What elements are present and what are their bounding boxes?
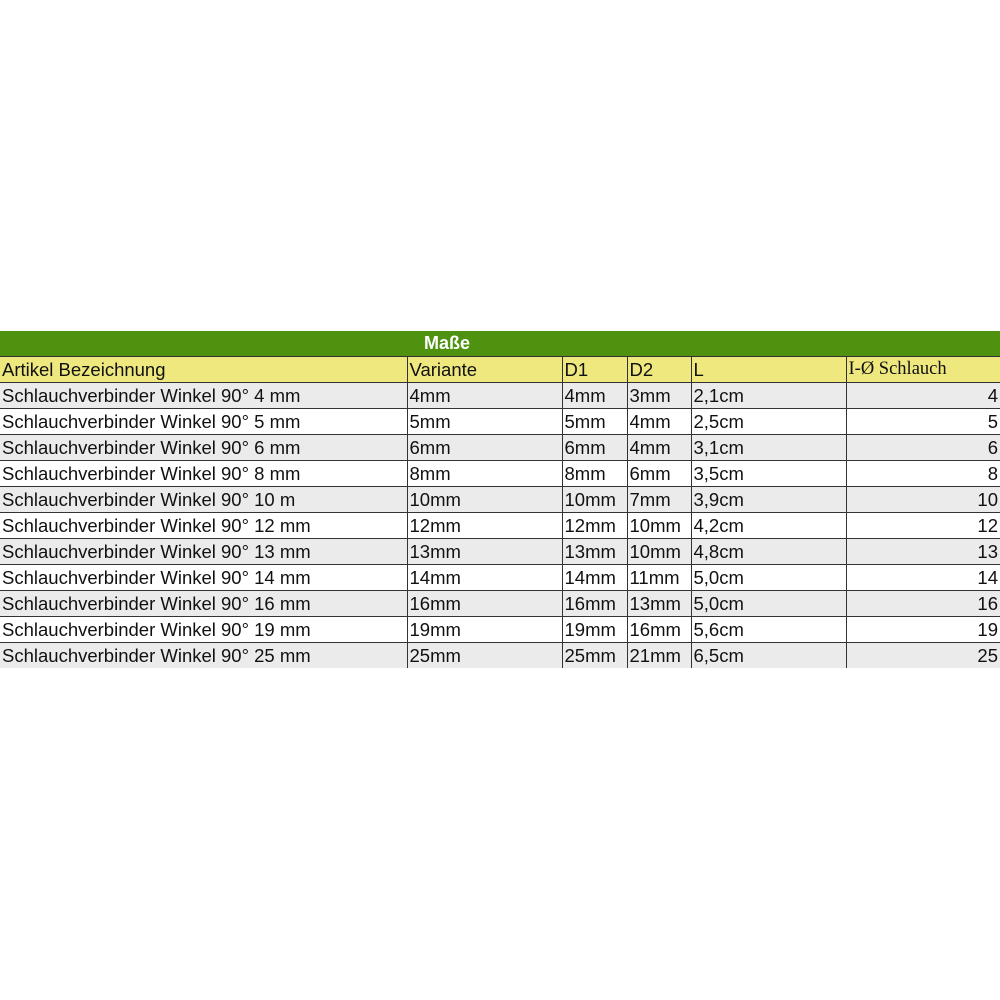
cell-variant: 14mm — [406, 564, 562, 591]
cell-length: 3,9cm — [690, 486, 846, 513]
cell-hose-inner-diameter: 25 — [845, 642, 1000, 668]
cell-hose-inner-diameter: 4 — [845, 382, 1000, 409]
cell-variant: 6mm — [406, 434, 562, 461]
cell-variant: 10mm — [406, 486, 562, 513]
column-header-length: L — [690, 357, 846, 383]
cell-hose-inner-diameter: 19 — [845, 616, 1000, 643]
cell-hose-inner-diameter: 5 — [845, 408, 1000, 435]
cell-d1: 16mm — [561, 590, 627, 617]
cell-d1: 12mm — [561, 512, 627, 539]
cell-d1: 6mm — [561, 434, 627, 461]
table-row: Schlauchverbinder Winkel 90° 6 mm 6mm 6mm 4… — [0, 434, 1000, 461]
table-row: Schlauchverbinder Winkel 90° 14 mm 14mm 14… — [0, 564, 1000, 591]
cell-d2: 6mm — [626, 460, 691, 487]
cell-article-name: Schlauchverbinder Winkel 90° 12 mm — [0, 512, 407, 539]
cell-article-name: Schlauchverbinder Winkel 90° 16 mm — [0, 590, 407, 617]
cell-length: 6,5cm — [690, 642, 846, 668]
dimensions-table-container: Maße Artikel Bezeichnung Variante D1 D2 L I-Ø… — [0, 331, 1000, 668]
cell-d2: 10mm — [626, 538, 691, 565]
cell-article-name: Schlauchverbinder Winkel 90° 13 mm — [0, 538, 407, 565]
cell-variant: 8mm — [406, 460, 562, 487]
cell-variant: 16mm — [406, 590, 562, 617]
cell-hose-inner-diameter: 6 — [845, 434, 1000, 461]
table-row: Schlauchverbinder Winkel 90° 12 mm 12mm 12… — [0, 512, 1000, 539]
column-header-hose-inner-diameter: I-Ø Schlauch — [845, 357, 1000, 383]
column-header-variant: Variante — [406, 357, 562, 383]
table-row: Schlauchverbinder Winkel 90° 5 mm 5mm 5mm 4… — [0, 408, 1000, 435]
cell-hose-inner-diameter: 16 — [845, 590, 1000, 617]
cell-d2: 4mm — [626, 434, 691, 461]
cell-article-name: Schlauchverbinder Winkel 90° 14 mm — [0, 564, 407, 591]
cell-hose-inner-diameter: 8 — [845, 460, 1000, 487]
header-row: Artikel Bezeichnung Variante D1 D2 L I-Ø Schl… — [0, 357, 1000, 383]
cell-length: 3,5cm — [690, 460, 846, 487]
cell-d1: 19mm — [561, 616, 627, 643]
cell-length: 2,5cm — [690, 408, 846, 435]
cell-length: 2,1cm — [690, 382, 846, 409]
cell-length: 3,1cm — [690, 434, 846, 461]
table-row: Schlauchverbinder Winkel 90° 4 mm 4mm 4mm 3… — [0, 382, 1000, 409]
table-row: Schlauchverbinder Winkel 90° 13 mm 13mm 13… — [0, 538, 1000, 565]
cell-variant: 4mm — [406, 382, 562, 409]
cell-d1: 25mm — [561, 642, 627, 668]
cell-hose-inner-diameter: 14 — [845, 564, 1000, 591]
table-row: Schlauchverbinder Winkel 90° 25 mm 25mm 25… — [0, 642, 1000, 668]
cell-variant: 25mm — [406, 642, 562, 668]
cell-d1: 13mm — [561, 538, 627, 565]
cell-d2: 11mm — [626, 564, 691, 591]
cell-article-name: Schlauchverbinder Winkel 90° 6 mm — [0, 434, 407, 461]
table-row: Schlauchverbinder Winkel 90° 8 mm 8mm 8mm 6… — [0, 460, 1000, 487]
cell-d2: 10mm — [626, 512, 691, 539]
cell-article-name: Schlauchverbinder Winkel 90° 5 mm — [0, 408, 407, 435]
cell-d2: 13mm — [626, 590, 691, 617]
cell-length: 5,0cm — [690, 590, 846, 617]
cell-hose-inner-diameter: 13 — [845, 538, 1000, 565]
cell-article-name: Schlauchverbinder Winkel 90° 25 mm — [0, 642, 407, 668]
dimensions-table: Artikel Bezeichnung Variante D1 D2 L I-Ø Schl… — [0, 357, 1000, 668]
column-header-d2: D2 — [626, 357, 691, 383]
cell-variant: 5mm — [406, 408, 562, 435]
cell-d1: 4mm — [561, 382, 627, 409]
cell-d1: 8mm — [561, 460, 627, 487]
cell-d1: 10mm — [561, 486, 627, 513]
table-row: Schlauchverbinder Winkel 90° 16 mm 16mm 16… — [0, 590, 1000, 617]
cell-d2: 7mm — [626, 486, 691, 513]
table-row: Schlauchverbinder Winkel 90° 10 m 10mm 10m… — [0, 486, 1000, 513]
cell-variant: 19mm — [406, 616, 562, 643]
cell-d2: 16mm — [626, 616, 691, 643]
cell-length: 5,0cm — [690, 564, 846, 591]
cell-length: 4,2cm — [690, 512, 846, 539]
cell-article-name: Schlauchverbinder Winkel 90° 8 mm — [0, 460, 407, 487]
cell-length: 4,8cm — [690, 538, 846, 565]
cell-d2: 4mm — [626, 408, 691, 435]
table-row: Schlauchverbinder Winkel 90° 19 mm 19mm 19… — [0, 616, 1000, 643]
cell-d1: 14mm — [561, 564, 627, 591]
cell-hose-inner-diameter: 10 — [845, 486, 1000, 513]
cell-length: 5,6cm — [690, 616, 846, 643]
column-header-article-name: Artikel Bezeichnung — [0, 357, 407, 383]
column-header-d1: D1 — [561, 357, 627, 383]
cell-article-name: Schlauchverbinder Winkel 90° 10 m — [0, 486, 407, 513]
table-title: Maße — [0, 331, 1000, 357]
cell-article-name: Schlauchverbinder Winkel 90° 19 mm — [0, 616, 407, 643]
cell-article-name: Schlauchverbinder Winkel 90° 4 mm — [0, 382, 407, 409]
cell-d2: 21mm — [626, 642, 691, 668]
cell-d2: 3mm — [626, 382, 691, 409]
cell-d1: 5mm — [561, 408, 627, 435]
cell-variant: 12mm — [406, 512, 562, 539]
cell-variant: 13mm — [406, 538, 562, 565]
cell-hose-inner-diameter: 12 — [845, 512, 1000, 539]
